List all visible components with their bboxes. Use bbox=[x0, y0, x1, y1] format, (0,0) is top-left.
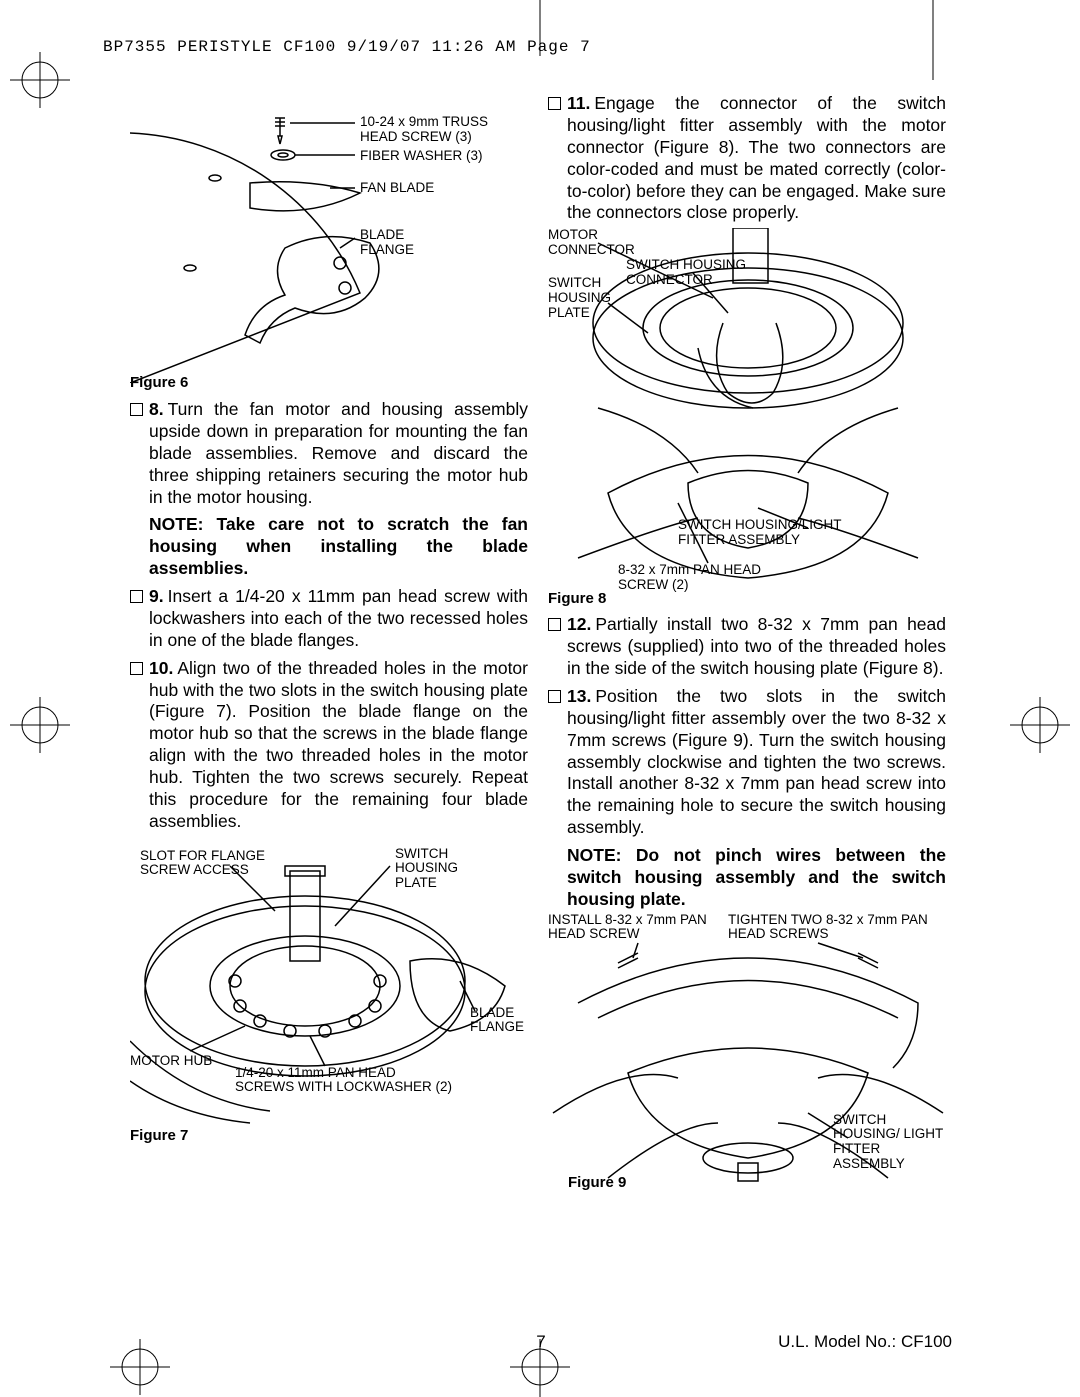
step-9: 9.Insert a 1/4-20 x 11mm pan head screw … bbox=[130, 586, 528, 652]
reg-mark-mr bbox=[1000, 695, 1080, 755]
fig8-label-motorconn: MOTOR CONNECTOR bbox=[548, 228, 643, 258]
fig6-label-fiber: FIBER WASHER (3) bbox=[360, 149, 483, 164]
step-11-num: 11. bbox=[567, 93, 590, 113]
checkbox-icon bbox=[548, 690, 561, 703]
figure-9: INSTALL 8-32 x 7mm PAN HEAD SCREW TIGHTE… bbox=[548, 913, 946, 1193]
step-10-text: Align two of the threaded holes in the m… bbox=[149, 658, 528, 831]
step-10-num: 10. bbox=[149, 658, 173, 678]
fig9-label-tighten: TIGHTEN TWO 8-32 x 7mm PAN HEAD SCREWS bbox=[728, 913, 928, 943]
fig7-label-switch: SWITCH HOUSING PLATE bbox=[395, 847, 475, 892]
checkbox-icon bbox=[130, 590, 143, 603]
page-number: 7 bbox=[536, 1332, 545, 1352]
step-13-text: Position the two slots in the switch hou… bbox=[567, 686, 946, 837]
right-column: 11.Engage the connector of the switch ho… bbox=[548, 93, 946, 1193]
step-9-num: 9. bbox=[149, 586, 164, 606]
reg-mark-tl bbox=[0, 50, 80, 110]
fig6-label-blade: FAN BLADE bbox=[360, 181, 434, 196]
crop-marks-top bbox=[0, 0, 1080, 90]
model-number: U.L. Model No.: CF100 bbox=[778, 1332, 952, 1352]
reg-mark-ml bbox=[0, 695, 80, 755]
fig7-label-bladeflange: BLADE FLANGE bbox=[470, 1006, 530, 1036]
fig9-label-install: INSTALL 8-32 x 7mm PAN HEAD SCREW bbox=[548, 913, 708, 943]
step-9-text: Insert a 1/4-20 x 11mm pan head screw wi… bbox=[149, 586, 528, 650]
fig9-label-assembly: SWITCH HOUSING/ LIGHT FITTER ASSEMBLY bbox=[833, 1113, 953, 1172]
fig6-label-truss: 10-24 x 9mm TRUSS HEAD SCREW (3) bbox=[360, 115, 520, 145]
step-13: 13.Position the two slots in the switch … bbox=[548, 686, 946, 839]
fig8-label-assembly: SWITCH HOUSING/LIGHT FITTER ASSEMBLY bbox=[678, 518, 858, 548]
fig8-label-switchconn: SWITCH HOUSING CONNECTOR bbox=[626, 258, 756, 288]
figure-7-caption: Figure 7 bbox=[130, 1127, 188, 1146]
checkbox-icon bbox=[130, 403, 143, 416]
step-12-num: 12. bbox=[567, 614, 591, 634]
figure-7: SLOT FOR FLANGE SCREW ACCESS SWITCH HOUS… bbox=[130, 841, 528, 1146]
checkbox-icon bbox=[130, 662, 143, 675]
fig8-label-switchplate: SWITCH HOUSING PLATE bbox=[548, 276, 623, 321]
left-column: 10-24 x 9mm TRUSS HEAD SCREW (3) FIBER W… bbox=[130, 93, 528, 1146]
fig7-label-motorhub: MOTOR HUB bbox=[130, 1054, 212, 1069]
note-1: NOTE: Take care not to scratch the fan h… bbox=[130, 514, 528, 580]
step-12-text: Partially install two 8-32 x 7mm pan hea… bbox=[567, 614, 946, 678]
step-8-text: Turn the fan motor and housing assembly … bbox=[149, 399, 528, 507]
fig7-label-screws: 1/4-20 x 11mm PAN HEAD SCREWS WITH LOCKW… bbox=[235, 1066, 455, 1096]
page-content: 10-24 x 9mm TRUSS HEAD SCREW (3) FIBER W… bbox=[130, 93, 952, 1352]
step-10: 10.Align two of the threaded holes in th… bbox=[130, 658, 528, 833]
figure-9-caption: Figure 9 bbox=[568, 1174, 626, 1193]
fig8-label-panhead: 8-32 x 7mm PAN HEAD SCREW (2) bbox=[618, 563, 788, 593]
step-11-text: Engage the connector of the switch housi… bbox=[567, 93, 946, 222]
step-12: 12.Partially install two 8-32 x 7mm pan … bbox=[548, 614, 946, 680]
figure-8: MOTOR CONNECTOR SWITCH HOUSING CONNECTOR… bbox=[548, 228, 946, 608]
note-2: NOTE: Do not pinch wires between the swi… bbox=[548, 845, 946, 911]
figure-6: 10-24 x 9mm TRUSS HEAD SCREW (3) FIBER W… bbox=[130, 93, 528, 393]
fig6-label-flange: BLADE FLANGE bbox=[360, 228, 420, 258]
checkbox-icon bbox=[548, 618, 561, 631]
step-8-num: 8. bbox=[149, 399, 164, 419]
step-13-num: 13. bbox=[567, 686, 591, 706]
fig7-label-slot: SLOT FOR FLANGE SCREW ACCESS bbox=[140, 849, 270, 879]
checkbox-icon bbox=[548, 97, 561, 110]
figure-6-caption: Figure 6 bbox=[130, 374, 188, 393]
step-11: 11.Engage the connector of the switch ho… bbox=[548, 93, 946, 224]
figure-8-caption: Figure 8 bbox=[548, 590, 606, 609]
step-8: 8.Turn the fan motor and housing assembl… bbox=[130, 399, 528, 508]
